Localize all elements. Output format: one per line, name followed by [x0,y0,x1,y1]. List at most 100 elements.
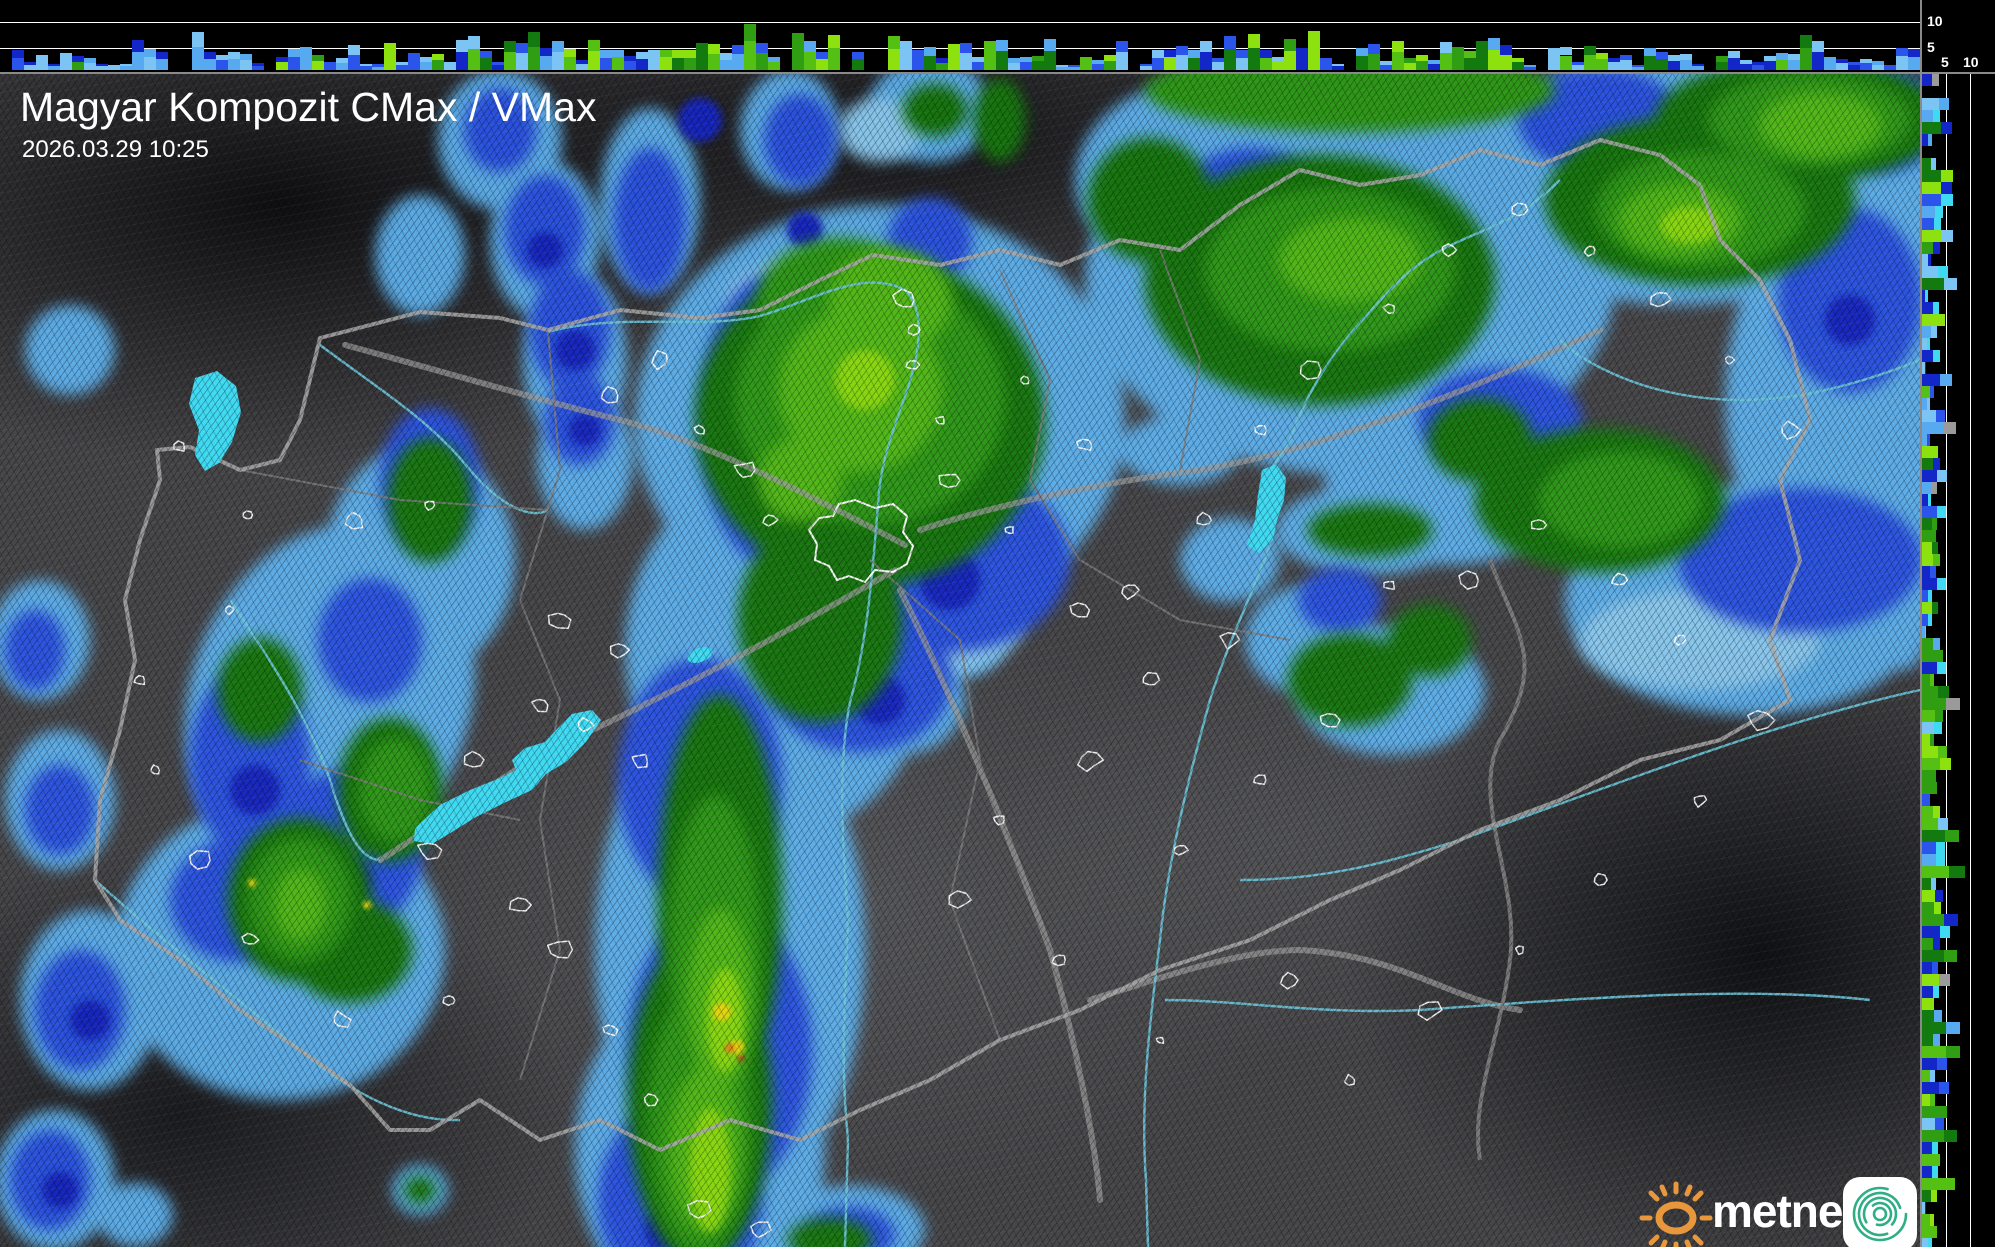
profile-bar [1931,1190,1938,1202]
profile-bar [1668,55,1680,61]
profile-bar [1927,494,1932,506]
city-outline [1299,360,1322,380]
city-outline [907,323,921,336]
city-outline [150,764,160,775]
profile-bar [1922,398,1927,410]
profile-bar [1152,50,1164,58]
profile-bar [1248,47,1260,70]
profile-bar [1940,170,1953,182]
profile-bar [1836,58,1848,64]
profile-bar [1080,57,1092,63]
profile-bar [504,51,516,70]
profile-bar [1935,314,1945,326]
country-border [93,138,1812,1152]
profile-bar [1860,63,1872,70]
profile-axes-corner: 10 5 5 10 [1922,0,1995,72]
profile-bar [1922,242,1933,254]
profile-bar [1930,770,1936,782]
profile-bar [1922,470,1938,482]
profile-bar [1922,746,1938,758]
city-outline [189,849,211,870]
profile-bar [1922,554,1934,566]
profile-bar [912,57,924,70]
profile-bar [408,59,420,70]
profile-bar [1922,98,1939,110]
profile-bar [1164,57,1176,70]
profile-bar [48,63,60,67]
profile-bar [1464,50,1476,59]
profile-bar [960,42,972,53]
profile-bar [1922,902,1934,914]
city-outline [1253,774,1267,786]
profile-bar [1020,62,1032,70]
profile-bar [408,52,420,60]
profile-bar [1392,41,1404,53]
profile-bar [1932,242,1940,254]
profile-bar [1922,458,1934,470]
profile-bar [120,66,132,70]
profile-bar [1476,40,1488,52]
profile-bar [672,49,684,58]
profile-bar [1937,1058,1947,1070]
profile-bar [1922,338,1928,350]
profile-bar [696,53,708,70]
profile-bar [1944,914,1958,926]
profile-bar [1260,57,1272,70]
profile-bar [384,42,396,53]
profile-bar [36,60,48,70]
profile-bar [1931,1226,1938,1238]
profile-bar [1932,74,1939,86]
profile-bar [1930,566,1936,578]
profile-bar [1922,218,1934,230]
radar-echo-layer [0,74,1920,1247]
profile-bar [1452,47,1464,56]
profile-bar [1188,57,1200,70]
profile-bar [36,55,48,61]
profile-bar [1922,770,1931,782]
profile-bar [1922,1238,1929,1247]
city-outline [224,605,235,616]
city-outline [905,359,921,370]
profile-bar [696,43,708,54]
profile-bar [336,58,348,63]
profile-bar [96,66,108,70]
profile-bar [276,62,288,70]
profile-bar [1922,710,1936,722]
city-outline [643,1093,659,1107]
profile-bar [1932,962,1939,974]
profile-bar [468,35,480,49]
profile-bar [1692,66,1704,70]
profile-bar [1068,64,1080,67]
profile-bar [1922,626,1925,638]
profile-bar [1548,56,1560,70]
profile-bar [888,48,900,70]
profile-bar [1922,1046,1946,1058]
profile-bar [588,51,600,70]
profile-bar [1188,50,1200,58]
metnet-logo: metnet [1636,1170,1926,1247]
profile-bar [1922,206,1936,218]
profile-bar [612,49,624,58]
profile-bar [1933,554,1940,566]
profile-bar [1922,1130,1944,1142]
profile-bar [960,53,972,70]
profile-bar [1332,63,1344,67]
profile-bar [1332,66,1344,70]
city-outline [1319,712,1341,728]
city-outlines [133,202,1802,1239]
profile-bar [1926,398,1930,410]
city-outline [1649,292,1672,308]
profile-bar [1548,48,1560,57]
profile-bar [48,66,60,70]
profile-bar [1945,1046,1961,1058]
profile-bar [84,58,96,63]
profile-bar [1929,1094,1935,1106]
profile-bar [1937,470,1947,482]
profile-bar [1560,55,1572,70]
profile-bar [1212,62,1224,70]
profile-bar [1922,890,1936,902]
profile-bar [552,52,564,70]
profile-bar [1932,350,1940,362]
profile-bar [1884,66,1896,70]
profile-bar [468,48,480,70]
